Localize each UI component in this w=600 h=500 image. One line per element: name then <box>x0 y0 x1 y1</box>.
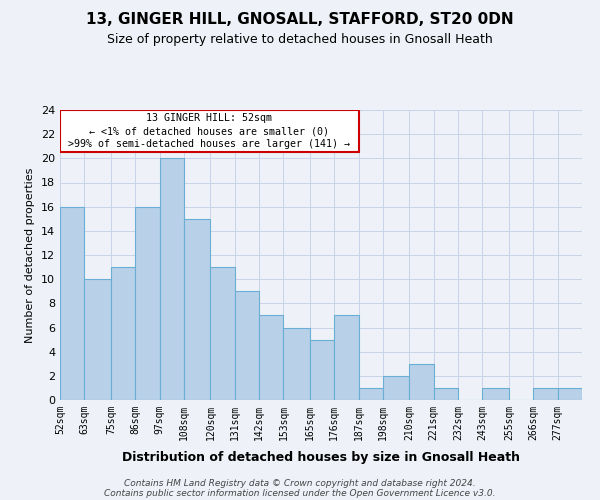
Y-axis label: Number of detached properties: Number of detached properties <box>25 168 35 342</box>
Text: Size of property relative to detached houses in Gnosall Heath: Size of property relative to detached ho… <box>107 32 493 46</box>
X-axis label: Distribution of detached houses by size in Gnosall Heath: Distribution of detached houses by size … <box>122 451 520 464</box>
Bar <box>184 219 211 400</box>
Bar <box>557 388 582 400</box>
Bar <box>533 388 557 400</box>
Bar <box>259 316 283 400</box>
Bar <box>482 388 509 400</box>
Bar <box>135 206 160 400</box>
Bar <box>60 110 359 152</box>
Text: 13, GINGER HILL, GNOSALL, STAFFORD, ST20 0DN: 13, GINGER HILL, GNOSALL, STAFFORD, ST20… <box>86 12 514 28</box>
Text: Contains public sector information licensed under the Open Government Licence v3: Contains public sector information licen… <box>104 488 496 498</box>
Bar <box>235 291 259 400</box>
Bar <box>85 279 111 400</box>
Bar <box>383 376 409 400</box>
Bar <box>111 267 135 400</box>
Bar <box>409 364 434 400</box>
Bar <box>283 328 310 400</box>
Bar <box>434 388 458 400</box>
Bar <box>334 316 359 400</box>
Bar <box>211 267 235 400</box>
Bar <box>60 206 85 400</box>
Bar <box>310 340 334 400</box>
Text: 13 GINGER HILL: 52sqm
← <1% of detached houses are smaller (0)
>99% of semi-deta: 13 GINGER HILL: 52sqm ← <1% of detached … <box>68 113 350 150</box>
Bar <box>359 388 383 400</box>
Text: Contains HM Land Registry data © Crown copyright and database right 2024.: Contains HM Land Registry data © Crown c… <box>124 478 476 488</box>
Bar <box>160 158 184 400</box>
